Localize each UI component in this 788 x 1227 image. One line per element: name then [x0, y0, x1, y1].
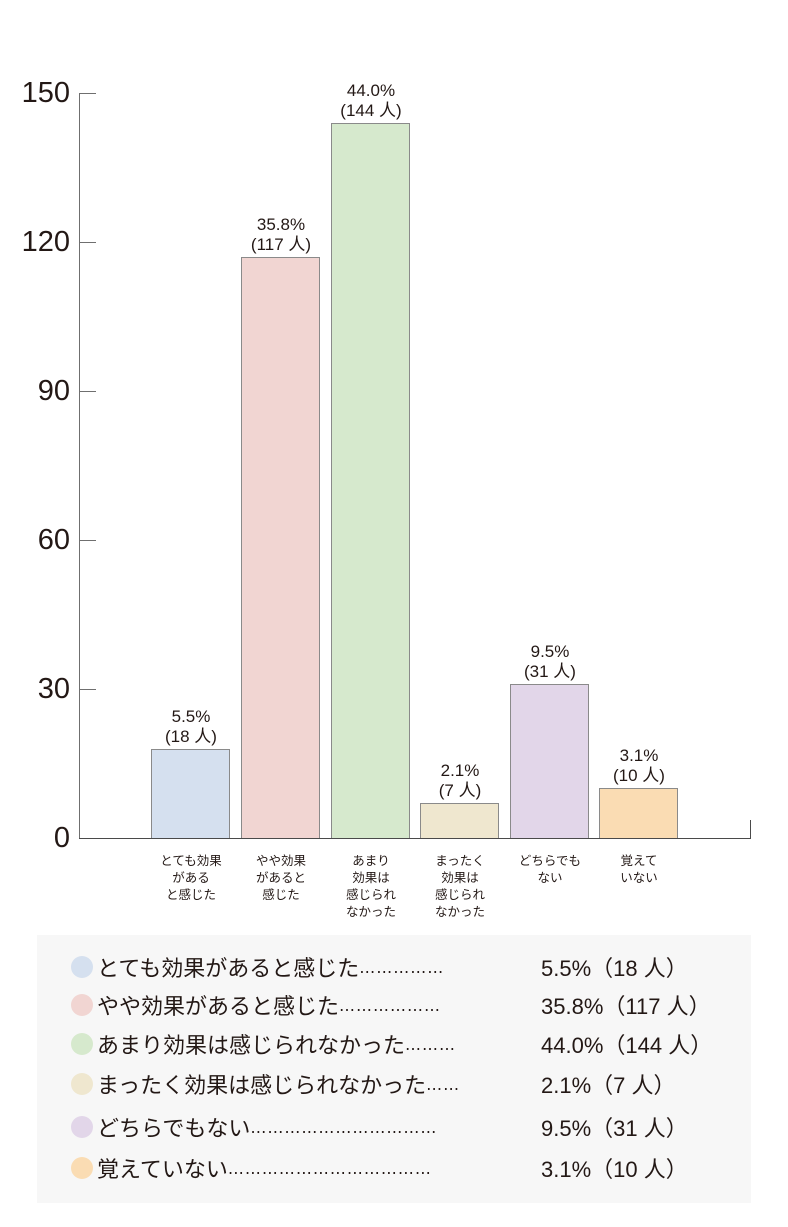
category-line: なかった	[345, 904, 396, 919]
bar-value-label: 3.1% (10 人)	[579, 746, 699, 786]
legend-item: まったく効果は感じられなかった …… 2.1%（7 人）	[71, 1064, 751, 1104]
bar-count: (18 人)	[165, 727, 217, 746]
bar-not-effective-at-all	[420, 803, 499, 838]
category-line: まったく	[435, 853, 485, 868]
bar-value-label: 44.0% (144 人)	[311, 81, 431, 121]
bar-count: (10 人)	[613, 766, 665, 785]
category-line: なかった	[434, 904, 485, 919]
bar-count: (7 人)	[438, 781, 482, 800]
legend-label: どちらでもない	[97, 1117, 251, 1142]
category-line: 効果は	[441, 870, 479, 885]
bar-percentage: 9.5%	[530, 642, 570, 661]
legend-item: とても効果があると感じた …………… 5.5%（18 人）	[71, 947, 751, 987]
legend-value: 2.1%（7 人）	[541, 1073, 676, 1098]
category-line: 効果は	[352, 870, 390, 885]
legend-color-dot-icon	[71, 1073, 93, 1095]
category-line: ない	[537, 870, 563, 885]
legend-value: 44.0%（144 人）	[541, 1033, 713, 1058]
legend-item: やや効果があると感じた ……………… 35.8%（117 人）	[71, 985, 751, 1025]
y-axis	[79, 93, 80, 839]
leader-dots: ………………	[339, 995, 442, 1015]
y-tick	[79, 242, 96, 243]
x-category-label: まったく 効果は 感じられ なかった	[410, 852, 510, 920]
x-category-label: とても効果 がある と感じた	[141, 852, 241, 903]
x-axis	[79, 838, 751, 839]
y-tick-label-60: 60	[37, 524, 70, 556]
bar-somewhat-effective	[241, 257, 320, 838]
legend-item: 覚えていない ……………………………… 3.1%（10 人）	[71, 1148, 751, 1188]
category-line: があると	[255, 870, 306, 885]
legend-value: 9.5%（31 人）	[541, 1116, 688, 1141]
leader-dots: ……	[426, 1074, 461, 1094]
x-category-label: やや効果 があると 感じた	[231, 852, 331, 903]
bar-value-label: 5.5% (18 人)	[131, 707, 251, 747]
bar-value-label: 35.8% (117 人)	[221, 215, 341, 255]
legend-item: どちらでもない …………………………… 9.5%（31 人）	[71, 1107, 751, 1147]
bar-percentage: 5.5%	[171, 707, 211, 726]
bar-very-effective	[151, 749, 230, 838]
legend-color-dot-icon	[71, 956, 93, 978]
legend-label: やや効果があると感じた	[97, 995, 340, 1020]
x-axis-end-tick	[750, 820, 751, 839]
bar-percentage: 2.1%	[440, 761, 480, 780]
bar-percentage: 35.8%	[256, 215, 306, 234]
x-category-label: あまり 効果は 感じられ なかった	[321, 852, 421, 920]
category-line: 感じられ	[345, 887, 396, 902]
legend-color-dot-icon	[71, 1116, 93, 1138]
leader-dots: ……………	[359, 957, 445, 977]
legend-item: あまり効果は感じられなかった ……… 44.0%（144 人）	[71, 1024, 751, 1064]
category-line: とても効果	[160, 853, 222, 868]
bar-not-very-effective	[331, 123, 410, 838]
legend-color-dot-icon	[71, 994, 93, 1016]
y-tick	[79, 391, 96, 392]
y-tick	[79, 540, 96, 541]
bar-percentage: 3.1%	[619, 746, 659, 765]
legend-label: 覚えていない	[97, 1158, 228, 1183]
bar-percentage: 44.0%	[346, 81, 396, 100]
bar-count: (144 人)	[340, 101, 402, 120]
category-line: がある	[172, 870, 210, 885]
leader-dots: ………	[405, 1034, 457, 1054]
bar-value-label: 9.5% (31 人)	[490, 642, 610, 682]
y-tick-label-30: 30	[37, 673, 70, 705]
legend-value: 5.5%（18 人）	[541, 956, 688, 981]
leader-dots: ………………………………	[227, 1158, 432, 1178]
category-line: いない	[620, 870, 658, 885]
chart-legend: とても効果があると感じた …………… 5.5%（18 人） やや効果があると感じ…	[37, 935, 751, 1203]
bar-neither	[510, 684, 589, 838]
bar-count: (31 人)	[524, 662, 576, 681]
bar-dont-remember	[599, 788, 678, 838]
x-category-label: どちらでも ない	[500, 852, 600, 886]
category-line: と感じた	[165, 887, 216, 902]
x-category-label: 覚えて いない	[589, 852, 689, 886]
y-tick-label-90: 90	[37, 375, 70, 407]
category-line: 覚えて	[620, 853, 658, 868]
legend-color-dot-icon	[71, 1033, 93, 1055]
leader-dots: ……………………………	[250, 1117, 438, 1137]
legend-label: とても効果があると感じた	[97, 957, 360, 982]
y-tick-label-0: 0	[53, 822, 70, 854]
y-tick-label-150: 150	[21, 77, 70, 109]
bar-chart: 150 120 90 60 30 0 5.5% (18 人) 35.8% (11…	[21, 77, 751, 920]
category-line: 感じた	[262, 887, 300, 902]
legend-label: まったく効果は感じられなかった	[97, 1074, 427, 1099]
bar-count: (117 人)	[250, 235, 312, 254]
legend-label: あまり効果は感じられなかった	[97, 1034, 406, 1059]
legend-value: 3.1%（10 人）	[541, 1157, 688, 1182]
y-tick	[79, 93, 96, 94]
bar-value-label: 2.1% (7 人)	[400, 761, 520, 801]
legend-color-dot-icon	[71, 1157, 93, 1179]
category-line: やや効果	[255, 853, 306, 868]
category-line: あまり	[352, 853, 390, 868]
y-tick-label-120: 120	[21, 226, 70, 258]
legend-value: 35.8%（117 人）	[541, 994, 711, 1019]
y-tick	[79, 689, 96, 690]
category-line: 感じられ	[434, 887, 485, 902]
category-line: どちらでも	[518, 853, 582, 868]
